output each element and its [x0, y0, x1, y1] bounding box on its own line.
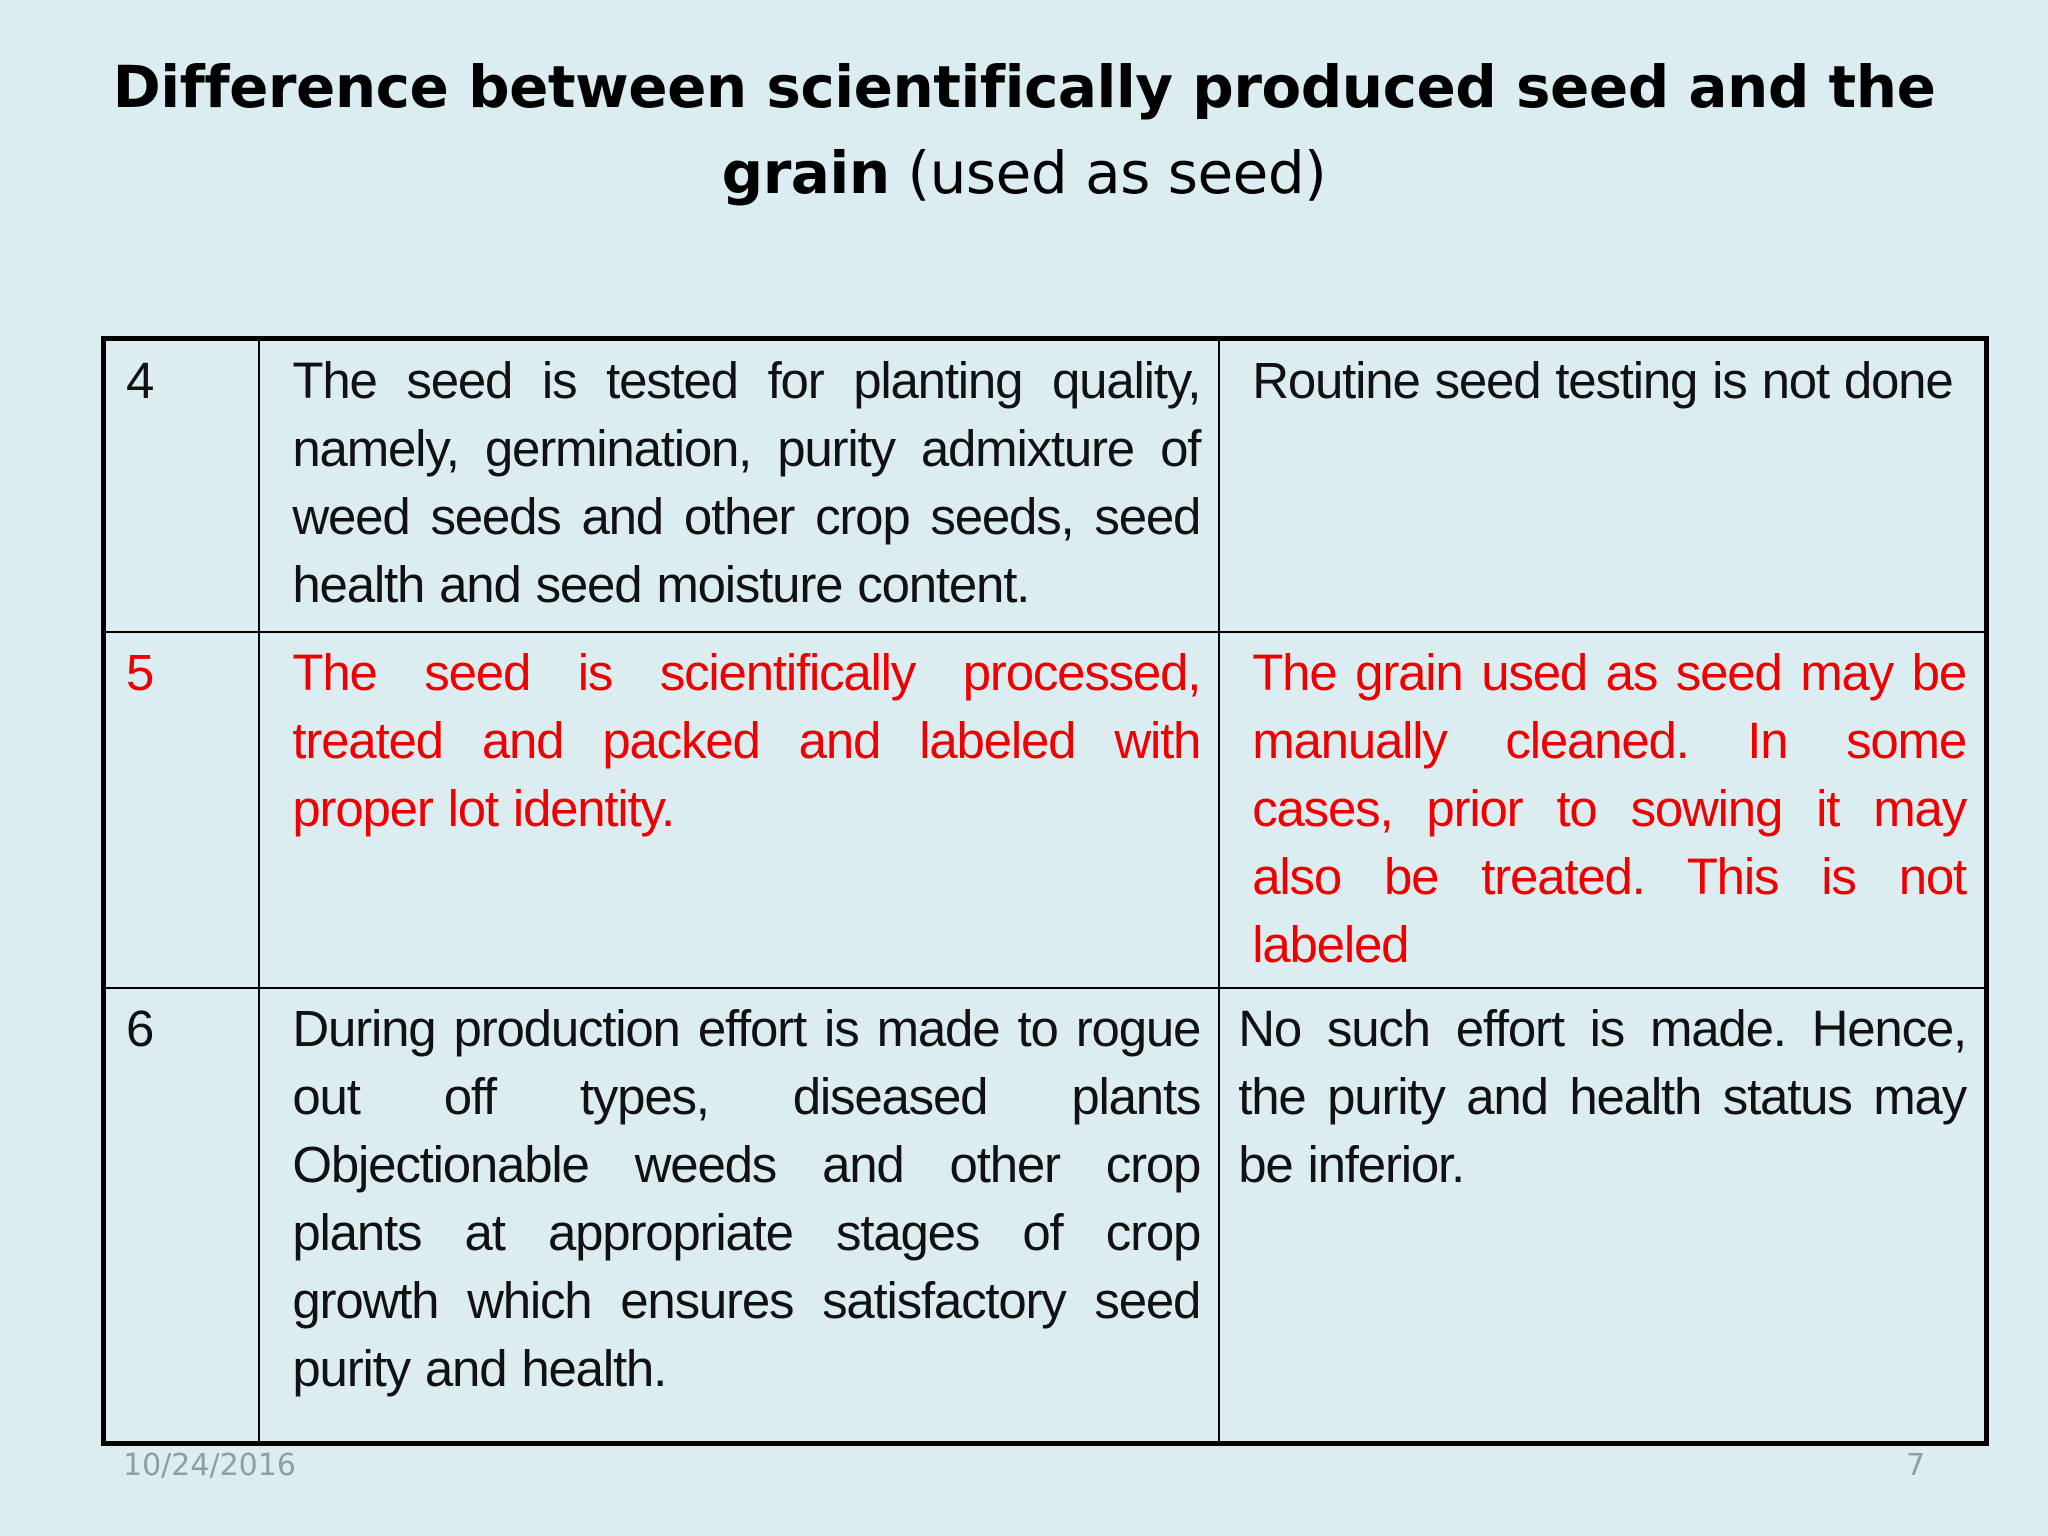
scientific-seed-cell: The seed is tested for planting quality,… [258, 337, 1221, 633]
slide-title-bold: Difference between scientifically produc… [112, 53, 1936, 207]
row-number: 5 [102, 630, 261, 989]
scientific-seed-cell: The seed is scientifically processed, tr… [258, 630, 1221, 989]
grain-seed-cell: Routine seed testing is not done [1218, 337, 1988, 633]
scientific-seed-text: The seed is scientifically processed, tr… [292, 643, 1201, 837]
comparison-table: 4 The seed is tested for planting qualit… [101, 336, 1989, 1446]
slide-title: Difference between scientifically produc… [100, 44, 1948, 216]
table-row: 5 The seed is scientifically processed, … [102, 630, 1988, 989]
grain-seed-cell: The grain used as seed may be manually c… [1218, 630, 1988, 989]
grain-seed-text: Routine seed testing is not done [1252, 352, 1953, 409]
table-row: 4 The seed is tested for planting qualit… [102, 337, 1988, 633]
page-number: 7 [1906, 1448, 1926, 1483]
slide-title-normal: (used as seed) [889, 139, 1327, 207]
row-number: 6 [102, 986, 261, 1445]
scientific-seed-text: The seed is tested for planting quality,… [292, 352, 1201, 613]
footer-date: 10/24/2016 [123, 1448, 296, 1483]
grain-seed-text: No such effort is made. Hence, the purit… [1238, 999, 1967, 1193]
table-row: 6 During production effort is made to ro… [102, 986, 1988, 1445]
grain-seed-cell: No such effort is made. Hence, the purit… [1218, 986, 1988, 1445]
scientific-seed-cell: During production effort is made to rogu… [258, 986, 1221, 1445]
row-number: 4 [102, 337, 261, 633]
grain-seed-text: The grain used as seed may be manually c… [1252, 643, 1967, 973]
scientific-seed-text: During production effort is made to rogu… [292, 999, 1201, 1397]
